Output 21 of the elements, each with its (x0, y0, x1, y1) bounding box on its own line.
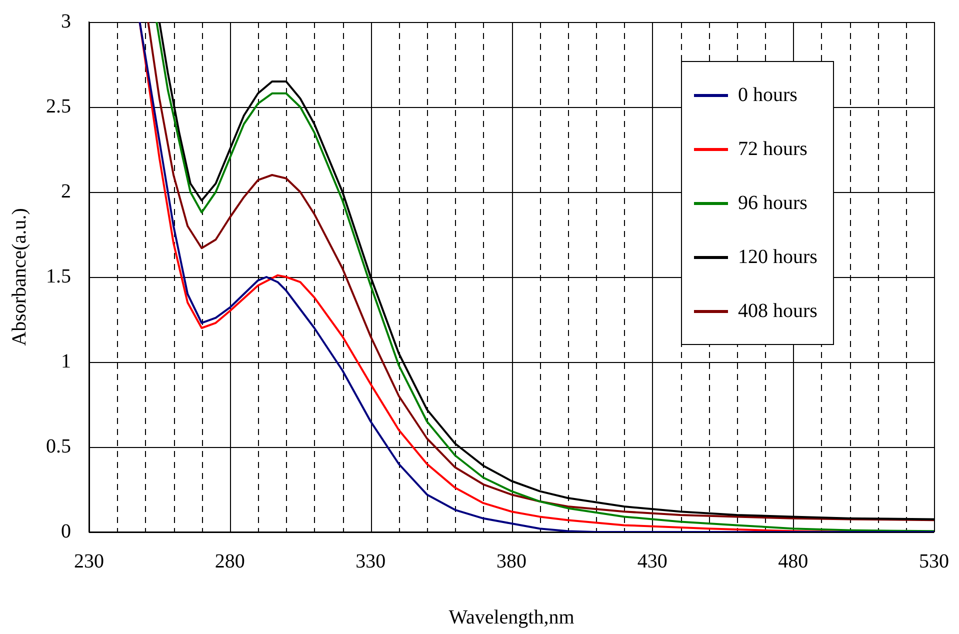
y-tick-label: 1.5 (46, 265, 71, 288)
x-tick-label: 430 (637, 550, 668, 572)
legend-label: 0 hours (738, 84, 798, 107)
y-tick-label: 1 (61, 350, 71, 372)
legend-label: 120 hours (738, 246, 818, 269)
y-tick-label: 3 (61, 10, 71, 32)
legend-label: 72 hours (738, 138, 808, 161)
y-axis-title: Absorbance(a.u.) (8, 208, 30, 346)
x-tick-label: 280 (214, 550, 245, 572)
x-tick-label: 480 (778, 550, 808, 572)
x-tick-label: 380 (496, 550, 526, 572)
x-axis-title: Wavelength,nm (448, 606, 575, 628)
y-tick-label: 0 (61, 520, 71, 542)
x-tick-label: 230 (74, 550, 104, 572)
x-tick-label: 330 (356, 550, 386, 572)
legend-label: 408 hours (738, 300, 818, 323)
y-tick-label: 2 (61, 180, 71, 202)
legend-label: 96 hours (738, 192, 808, 215)
x-tick-label: 530 (919, 550, 949, 572)
y-tick-label: 0.5 (46, 435, 71, 458)
y-tick-label: 2.5 (46, 95, 71, 118)
